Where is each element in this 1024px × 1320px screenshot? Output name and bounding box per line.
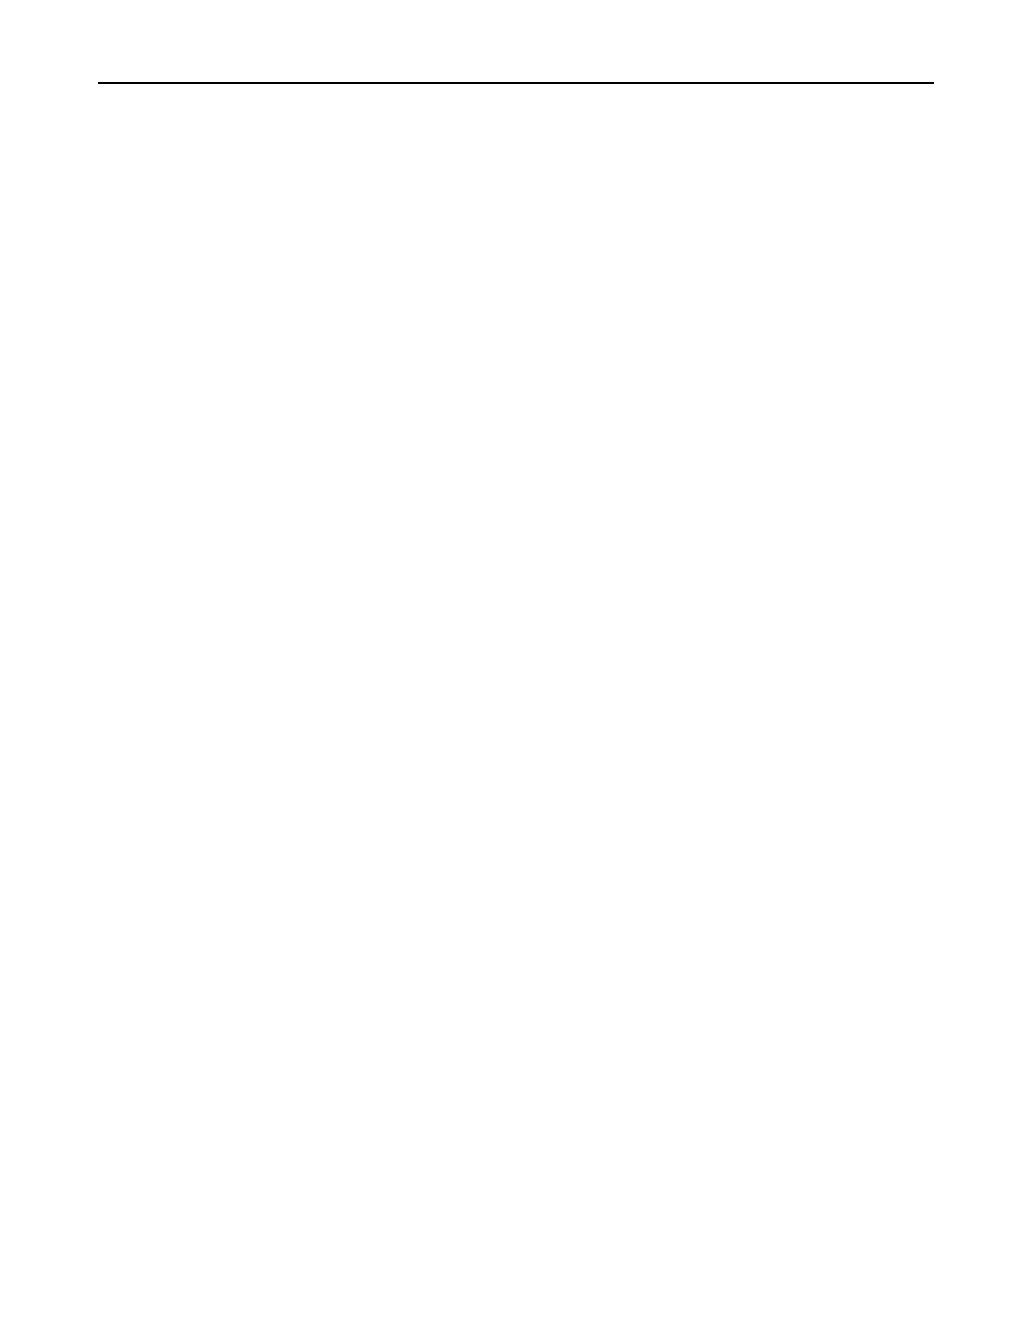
diagram-canvas	[170, 270, 870, 1210]
header-rule	[98, 82, 934, 84]
page	[0, 0, 1024, 1320]
